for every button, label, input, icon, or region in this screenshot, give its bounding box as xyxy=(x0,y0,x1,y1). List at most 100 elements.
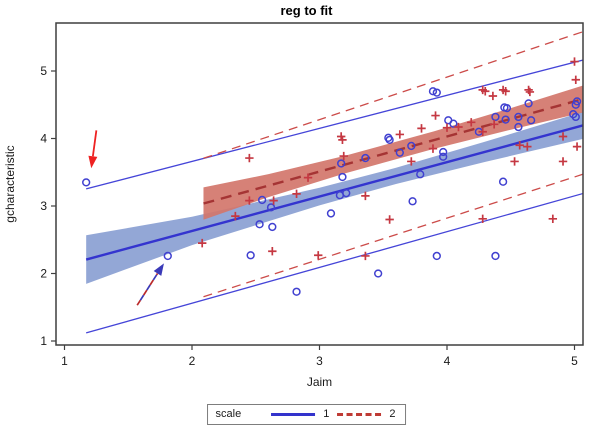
plot-wall xyxy=(55,22,584,346)
arrow-shaft xyxy=(91,130,98,157)
legend-title: scale xyxy=(215,408,242,420)
circle-marker xyxy=(571,112,580,122)
circle-marker xyxy=(326,209,336,218)
circle-marker xyxy=(432,88,441,97)
plus-marker xyxy=(431,111,440,120)
circle-marker xyxy=(524,99,533,108)
circle-marker xyxy=(428,87,438,96)
plus-marker xyxy=(489,120,499,129)
y-tick-label: 1 xyxy=(40,334,47,348)
legend-label-2: 2 xyxy=(389,408,396,420)
prediction-upper-line-2 xyxy=(203,31,583,159)
plus-marker xyxy=(454,122,463,132)
x-tick-label: 3 xyxy=(316,354,323,368)
plus-marker xyxy=(314,251,323,260)
circle-marker xyxy=(514,112,523,122)
plus-marker xyxy=(548,214,558,224)
circle-marker xyxy=(491,251,500,261)
plus-marker xyxy=(428,144,438,153)
circle-marker xyxy=(374,269,383,278)
circle-marker xyxy=(502,103,512,113)
prediction-upper-line-1 xyxy=(86,59,583,190)
plus-marker xyxy=(478,214,487,224)
plus-marker xyxy=(570,57,579,66)
plus-marker xyxy=(395,130,405,139)
x-tick-label: 1 xyxy=(61,354,68,368)
series-circles xyxy=(82,87,582,296)
circle-marker xyxy=(514,122,523,132)
legend: scale 1 2 xyxy=(206,404,407,425)
circle-marker xyxy=(268,222,277,232)
x-tick-label: 5 xyxy=(571,354,578,368)
plus-marker xyxy=(572,142,582,151)
plus-marker xyxy=(385,215,394,224)
circle-marker xyxy=(292,287,301,296)
plus-marker xyxy=(571,75,580,84)
plus-marker xyxy=(510,157,519,166)
plot-contents xyxy=(82,31,583,334)
prediction-lower-line-2 xyxy=(203,173,583,298)
fit-line-1 xyxy=(85,124,583,261)
plus-marker xyxy=(558,132,568,141)
circle-marker xyxy=(439,147,448,157)
plus-marker xyxy=(524,85,533,95)
fit-line-2 xyxy=(203,97,583,205)
series-pluses xyxy=(198,57,582,261)
circle-marker xyxy=(163,251,172,261)
circle-marker xyxy=(385,135,394,145)
y-tick-label: 5 xyxy=(40,64,47,78)
y-tick-label: 3 xyxy=(40,199,47,213)
plus-marker xyxy=(488,91,498,101)
plus-marker xyxy=(339,151,348,161)
prediction-lower-line-1 xyxy=(85,192,583,334)
plus-marker xyxy=(481,87,490,96)
plus-marker xyxy=(417,124,426,133)
circle-marker xyxy=(338,172,347,182)
chart-title: reg to fit xyxy=(280,3,333,18)
plus-marker xyxy=(501,87,510,96)
circle-marker xyxy=(527,116,536,125)
circle-marker xyxy=(498,177,508,186)
plus-marker xyxy=(523,142,532,151)
dashed-arrow-annotation xyxy=(136,263,164,306)
arrow-head xyxy=(88,155,98,169)
plus-marker xyxy=(407,157,416,166)
plus-marker xyxy=(361,251,370,261)
circle-marker xyxy=(407,141,416,151)
legend-line-2-swatch xyxy=(337,412,382,416)
x-axis-title: Jaim xyxy=(307,375,332,389)
red-arrow-annotation xyxy=(88,130,98,169)
x-tick-label: 2 xyxy=(189,354,196,368)
circle-marker xyxy=(501,115,510,124)
circle-marker xyxy=(416,170,425,179)
confidence-band-2 xyxy=(203,85,583,220)
circle-marker xyxy=(395,148,404,157)
plus-marker xyxy=(292,189,301,199)
y-axis-title: gcharacteristic xyxy=(3,145,17,222)
legend-line-1-swatch xyxy=(271,412,316,416)
plus-marker xyxy=(442,123,452,132)
circle-marker xyxy=(337,159,346,168)
circle-marker xyxy=(246,251,255,260)
plus-marker xyxy=(525,87,535,97)
plus-marker xyxy=(198,238,207,248)
circle-marker xyxy=(432,251,441,261)
circle-marker xyxy=(361,153,370,163)
circle-marker xyxy=(408,197,417,206)
arrow-shaft-blue-dashes xyxy=(136,273,159,306)
plus-marker xyxy=(231,211,240,221)
circle-marker xyxy=(255,220,264,229)
plot-area: 1 2 3 4 5 1 2 3 4 5 Jaim gcharacteristic xyxy=(3,22,584,389)
plus-marker xyxy=(245,153,254,163)
circle-marker xyxy=(439,152,448,161)
plus-marker xyxy=(269,196,278,205)
circle-marker xyxy=(257,195,267,205)
arrow-head xyxy=(153,263,164,276)
plus-marker xyxy=(558,157,568,166)
circle-marker xyxy=(82,178,91,187)
plus-marker xyxy=(361,191,370,201)
x-tick-label: 4 xyxy=(444,354,451,368)
plus-marker xyxy=(467,118,476,127)
plus-marker xyxy=(515,141,524,150)
